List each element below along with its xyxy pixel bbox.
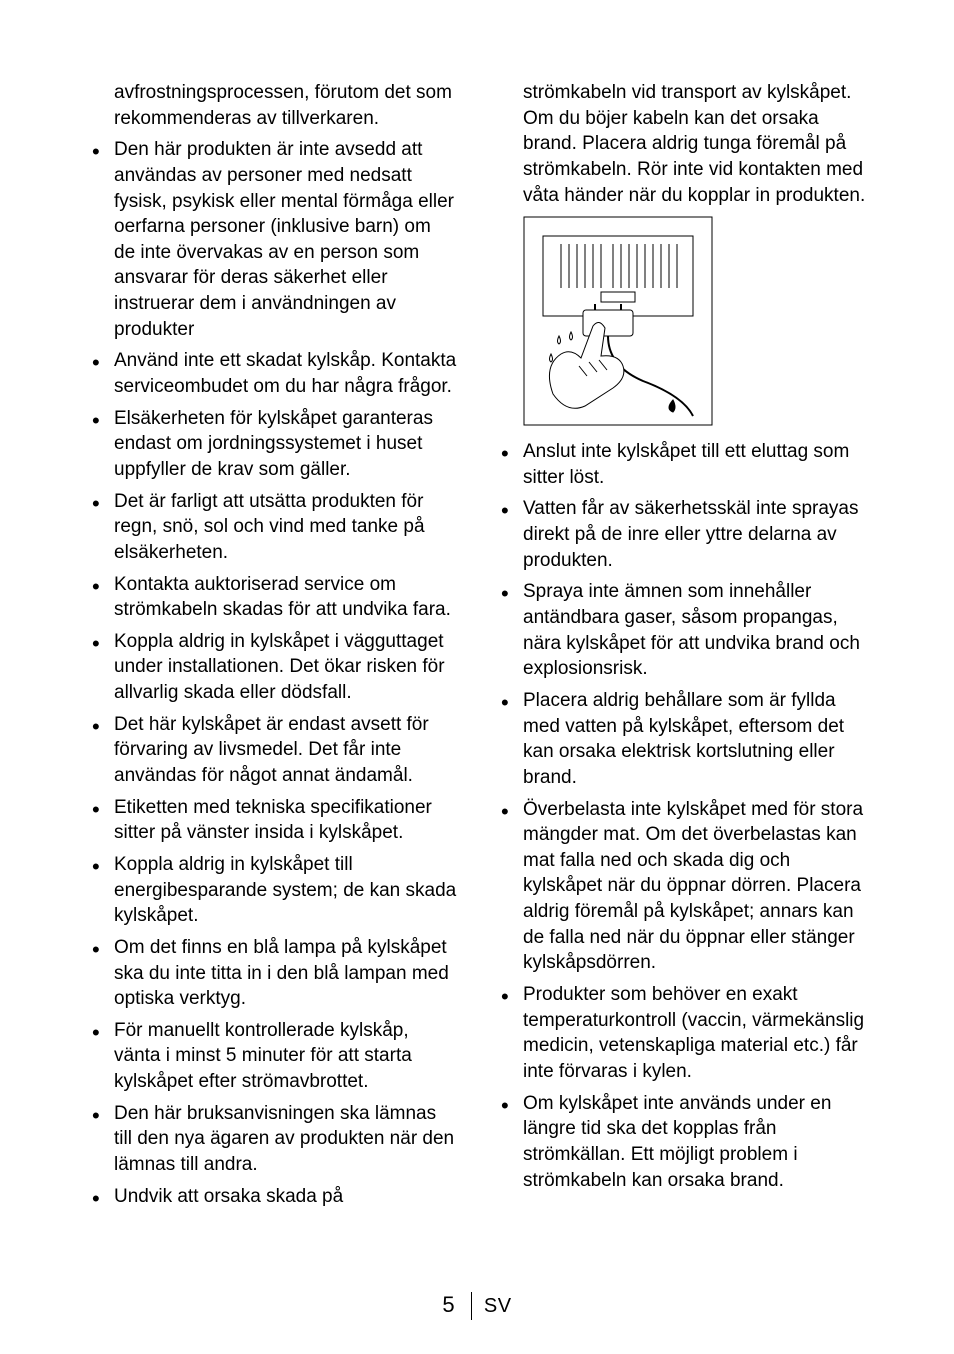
list-item: För manuellt kontrollerade kylskåp, vänt… [88, 1018, 457, 1095]
list-item: Elsäkerheten för kylskåpet garanteras en… [88, 406, 457, 483]
list-item: Produkter som behöver en exakt temperatu… [497, 982, 866, 1085]
wet-hand-plug-icon [523, 216, 713, 426]
list-item: Det är farligt att utsätta produkten för… [88, 489, 457, 566]
list-item: Det här kylskåpet är endast avsett för f… [88, 712, 457, 789]
page-footer: 5 SV [0, 1292, 954, 1320]
list-item: Etiketten med tekniska specifikationer s… [88, 795, 457, 846]
list-item: Om kylskåpet inte används under en längr… [497, 1091, 866, 1194]
list-item: Undvik att orsaka skada på [88, 1184, 457, 1210]
list-item: Överbelasta inte kylskåpet med för stora… [497, 797, 866, 976]
list-item: Den här bruksanvisningen ska lämnas till… [88, 1101, 457, 1178]
left-column: avfrostningsprocessen, förutom det som r… [88, 80, 457, 1215]
continued-text-right: strömkabeln vid transport av kylskåpet. … [523, 80, 866, 208]
page-lang: SV [484, 1295, 512, 1317]
list-item: Om det finns en blå lampa på kylskåpet s… [88, 935, 457, 1012]
list-item: Koppla aldrig in kylskåpet till energibe… [88, 852, 457, 929]
plug-warning-figure [523, 216, 866, 431]
list-item: Placera aldrig behållare som är fyllda m… [497, 688, 866, 791]
list-item: Använd inte ett skadat kylskåp. Kontakta… [88, 348, 457, 399]
left-list: Den här produkten är inte avsedd att anv… [88, 137, 457, 1209]
footer-divider [471, 1292, 472, 1320]
continued-text-left: avfrostningsprocessen, förutom det som r… [114, 80, 457, 131]
list-item: Kontakta auktoriserad service om strömka… [88, 572, 457, 623]
list-item: Den här produkten är inte avsedd att anv… [88, 137, 457, 342]
list-item: Anslut inte kylskåpet till ett eluttag s… [497, 439, 866, 490]
right-column: strömkabeln vid transport av kylskåpet. … [497, 80, 866, 1215]
right-list: Anslut inte kylskåpet till ett eluttag s… [497, 439, 866, 1193]
list-item: Vatten får av säkerhetsskäl inte sprayas… [497, 496, 866, 573]
page-number: 5 [442, 1292, 454, 1317]
list-item: Koppla aldrig in kylskåpet i vägguttaget… [88, 629, 457, 706]
list-item: Spraya inte ämnen som innehåller antändb… [497, 579, 866, 682]
